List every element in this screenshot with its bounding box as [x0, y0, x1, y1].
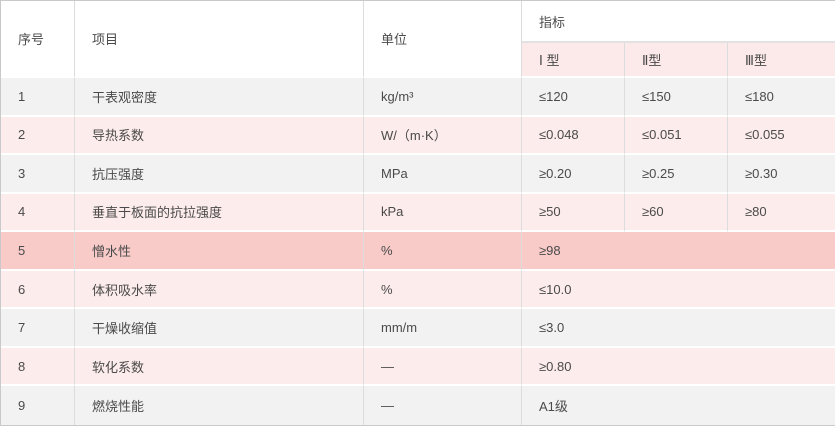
cell-item: 软化系数 [75, 347, 364, 387]
cell-value-all-types: ≤10.0 [522, 270, 835, 310]
cell-unit: % [364, 270, 522, 310]
header-indicator: 指标 [522, 1, 835, 43]
cell-serial: 6 [1, 270, 75, 310]
table-row: 8 软化系数 — ≥0.80 [1, 347, 835, 387]
cell-value-type2: ≤0.051 [625, 116, 728, 156]
table-row: 1 干表观密度 kg/m³ ≤120 ≤150 ≤180 [1, 78, 835, 117]
cell-value-type2: ≥0.25 [625, 155, 728, 194]
cell-value-all-types: ≥98 [522, 232, 835, 271]
cell-item: 体积吸水率 [75, 270, 364, 310]
cell-value-type3: ≥0.30 [728, 155, 835, 194]
header-type-2: Ⅱ型 [625, 43, 728, 78]
cell-serial: 8 [1, 347, 75, 387]
cell-unit: kPa [364, 193, 522, 233]
cell-unit: W/（m·K） [364, 116, 522, 156]
cell-serial: 2 [1, 116, 75, 156]
table-row: 4 垂直于板面的抗拉强度 kPa ≥50 ≥60 ≥80 [1, 193, 835, 233]
cell-value-type1: ≥50 [522, 193, 625, 233]
cell-serial: 9 [1, 386, 75, 425]
table-row: 3 抗压强度 MPa ≥0.20 ≥0.25 ≥0.30 [1, 155, 835, 194]
cell-unit: kg/m³ [364, 78, 522, 117]
header-type-1: Ⅰ 型 [522, 43, 625, 78]
table-row: 2 导热系数 W/（m·K） ≤0.048 ≤0.051 ≤0.055 [1, 116, 835, 156]
cell-value-type3: ≤180 [728, 78, 835, 117]
cell-value-type2: ≤150 [625, 78, 728, 117]
cell-serial: 3 [1, 155, 75, 194]
cell-item: 憎水性 [75, 232, 364, 271]
cell-value-all-types: A1级 [522, 386, 835, 425]
cell-value-type2: ≥60 [625, 193, 728, 233]
cell-item: 导热系数 [75, 116, 364, 156]
cell-unit: — [364, 347, 522, 387]
header-row-main: 序号 项目 单位 指标 [1, 1, 835, 78]
cell-value-type3: ≥80 [728, 193, 835, 233]
cell-item: 燃烧性能 [75, 386, 364, 425]
cell-value-type1: ≥0.20 [522, 155, 625, 194]
cell-unit: mm/m [364, 309, 522, 348]
table-row: 7 干燥收缩值 mm/m ≤3.0 [1, 309, 835, 348]
cell-value-all-types: ≤3.0 [522, 309, 835, 348]
table-row: 9 燃烧性能 — A1级 [1, 386, 835, 425]
header-unit: 单位 [364, 1, 522, 78]
cell-unit: % [364, 232, 522, 271]
cell-value-type3: ≤0.055 [728, 116, 835, 156]
cell-item: 干燥收缩值 [75, 309, 364, 348]
cell-serial: 7 [1, 309, 75, 348]
cell-serial: 5 [1, 232, 75, 271]
header-row-types: Ⅰ 型 Ⅱ型 Ⅲ型 [1, 43, 835, 78]
header-item: 项目 [75, 1, 364, 78]
cell-serial: 1 [1, 78, 75, 117]
table-row-highlighted: 5 憎水性 % ≥98 [1, 232, 835, 271]
cell-item: 垂直于板面的抗拉强度 [75, 193, 364, 233]
cell-item: 干表观密度 [75, 78, 364, 117]
header-type-3: Ⅲ型 [728, 43, 835, 78]
table-row: 6 体积吸水率 % ≤10.0 [1, 270, 835, 310]
cell-item: 抗压强度 [75, 155, 364, 194]
cell-value-type1: ≤0.048 [522, 116, 625, 156]
cell-value-all-types: ≥0.80 [522, 347, 835, 387]
cell-unit: MPa [364, 155, 522, 194]
cell-value-type1: ≤120 [522, 78, 625, 117]
cell-unit: — [364, 386, 522, 425]
header-serial: 序号 [1, 1, 75, 78]
cell-serial: 4 [1, 193, 75, 233]
